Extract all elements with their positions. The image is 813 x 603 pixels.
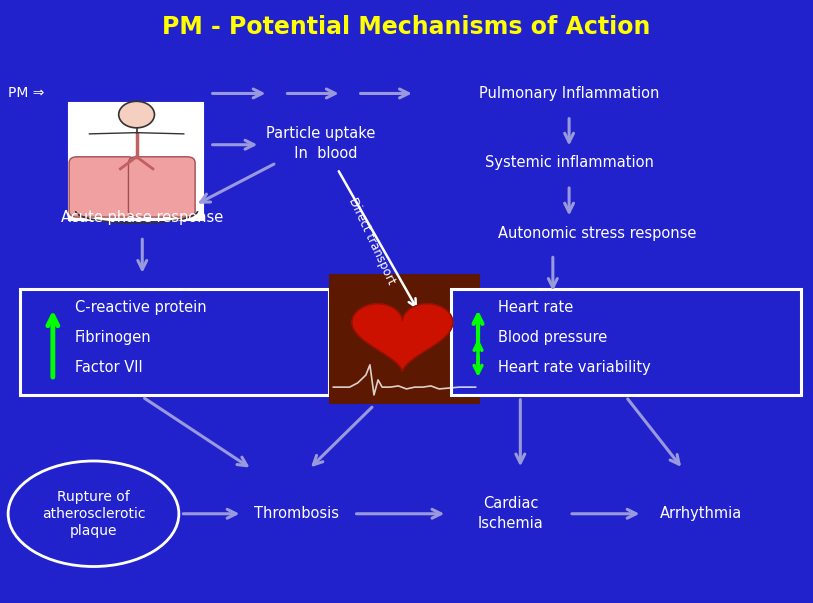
Text: Heart rate variability: Heart rate variability: [498, 361, 650, 375]
FancyBboxPatch shape: [69, 157, 136, 217]
Polygon shape: [352, 304, 453, 371]
Text: C-reactive protein: C-reactive protein: [75, 300, 207, 315]
Text: Systemic inflammation: Systemic inflammation: [485, 156, 654, 170]
Text: Acute phase response: Acute phase response: [61, 210, 224, 224]
FancyBboxPatch shape: [451, 289, 801, 395]
Text: Factor VII: Factor VII: [75, 361, 142, 375]
Text: Arrhythmia: Arrhythmia: [659, 507, 742, 521]
FancyBboxPatch shape: [69, 103, 203, 220]
Text: atherosclerotic: atherosclerotic: [41, 507, 146, 521]
FancyBboxPatch shape: [20, 289, 329, 395]
Text: Heart rate: Heart rate: [498, 300, 573, 315]
Text: PM ⇒: PM ⇒: [8, 86, 45, 101]
Text: Fibrinogen: Fibrinogen: [75, 330, 151, 345]
Text: Autonomic stress response: Autonomic stress response: [498, 227, 697, 241]
Text: plaque: plaque: [70, 523, 117, 538]
Text: Rupture of: Rupture of: [57, 490, 130, 505]
Text: Direct transport: Direct transport: [346, 196, 398, 286]
Text: PM - Potential Mechanisms of Action: PM - Potential Mechanisms of Action: [163, 15, 650, 39]
FancyBboxPatch shape: [128, 157, 195, 217]
Text: Blood pressure: Blood pressure: [498, 330, 606, 345]
Text: Particle uptake
  In  blood: Particle uptake In blood: [267, 126, 376, 161]
Text: Cardiac
Ischemia: Cardiac Ischemia: [478, 496, 543, 531]
Circle shape: [119, 101, 154, 128]
Ellipse shape: [8, 461, 179, 567]
Text: Pulmonary Inflammation: Pulmonary Inflammation: [479, 86, 659, 101]
Text: Thrombosis: Thrombosis: [254, 507, 339, 521]
FancyBboxPatch shape: [329, 274, 480, 404]
